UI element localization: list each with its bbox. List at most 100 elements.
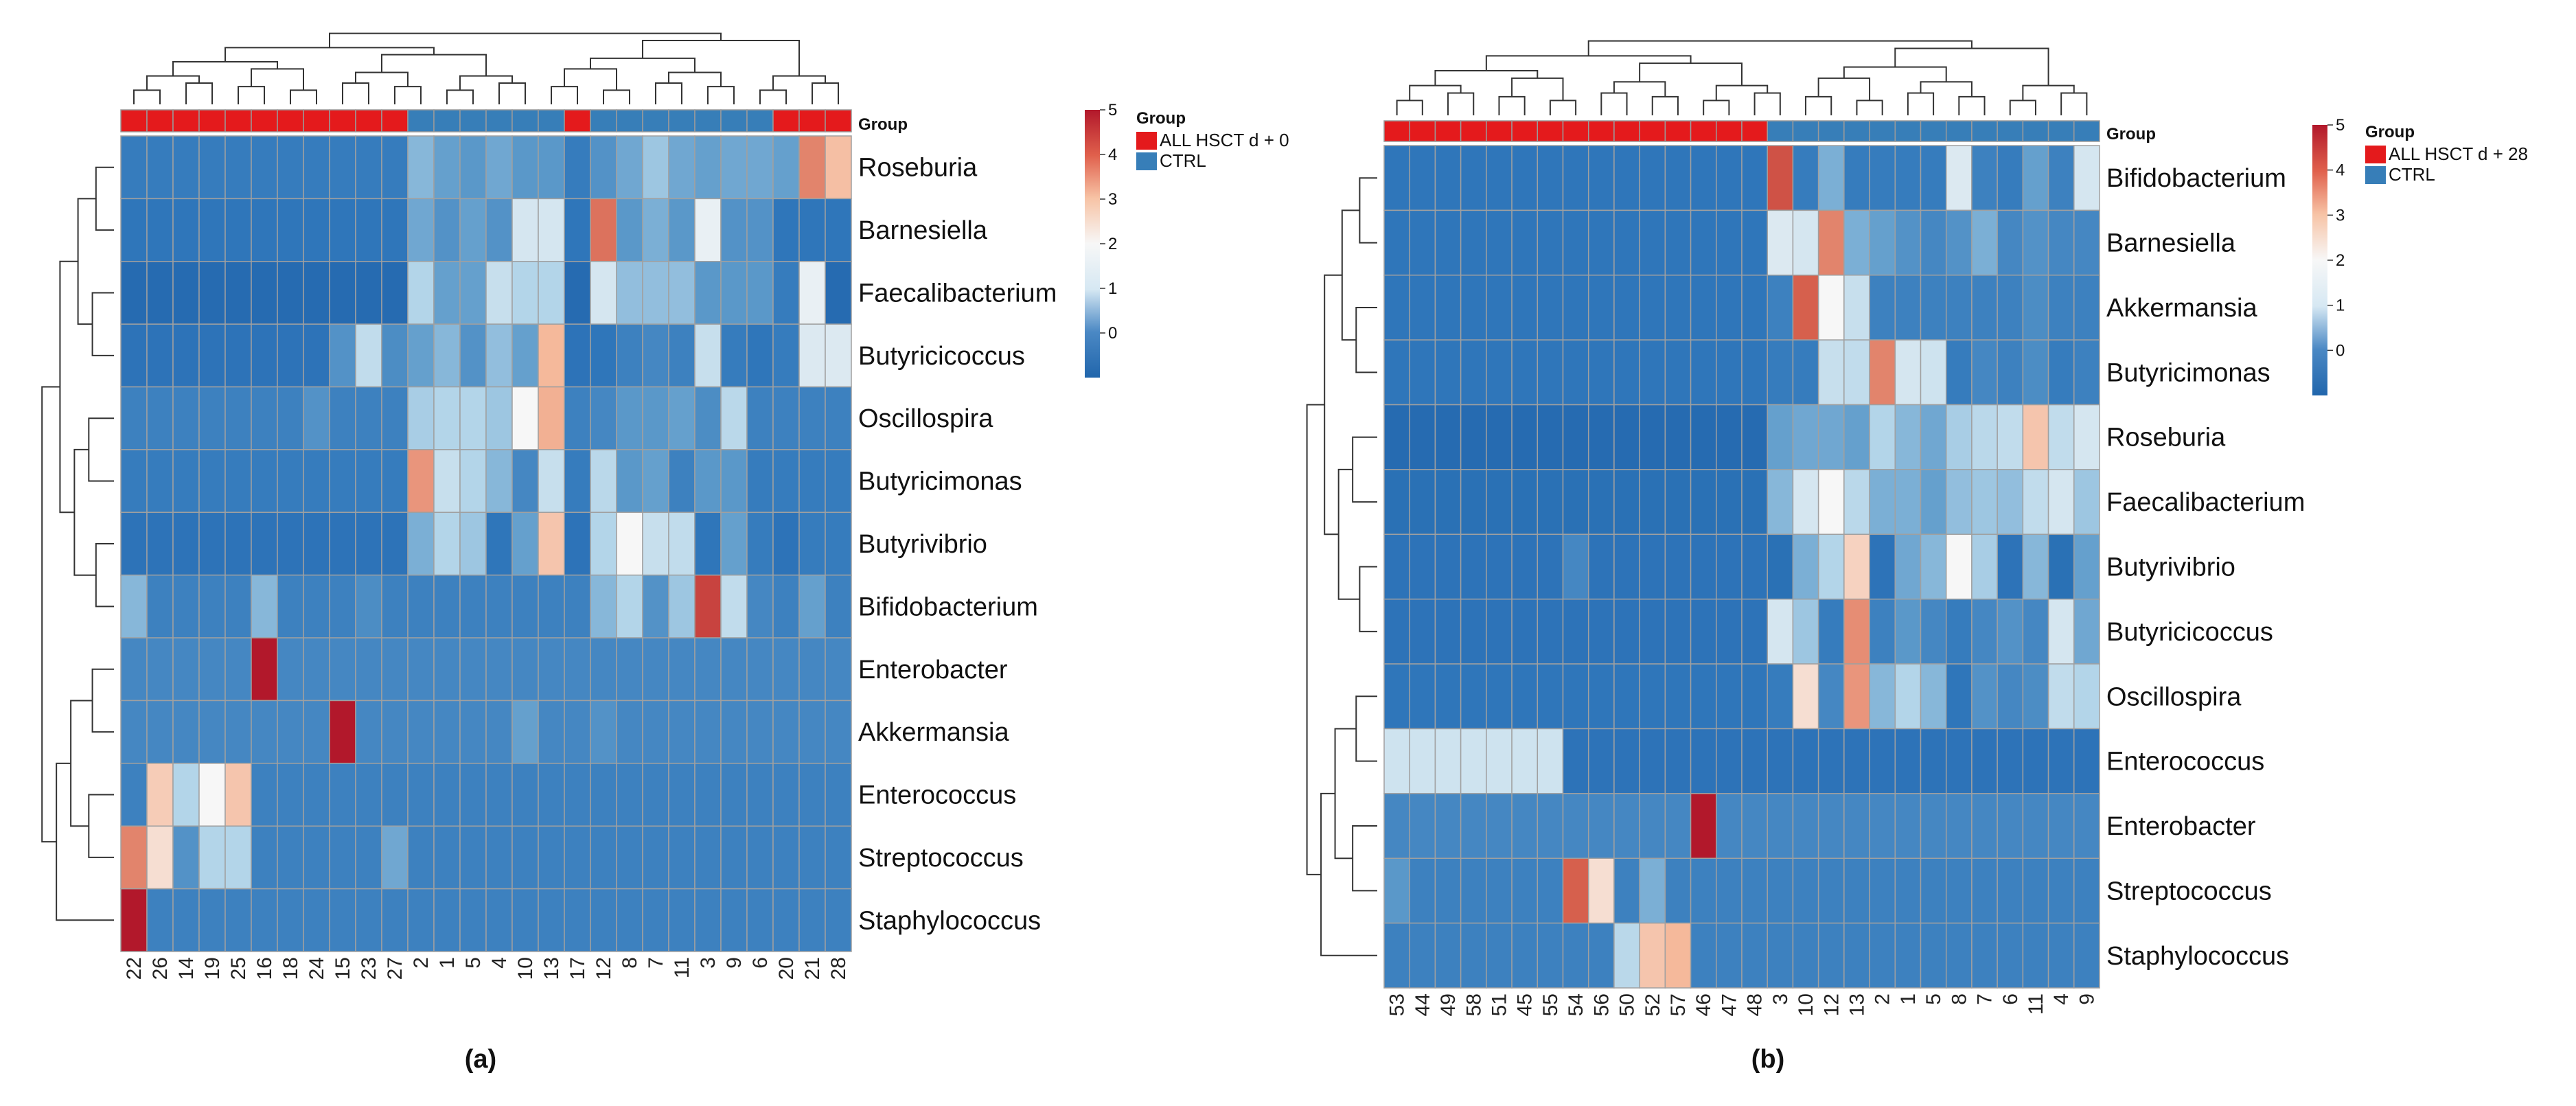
heatmap-cell [1434, 922, 1462, 989]
heatmap-cell [1945, 922, 1973, 989]
heatmap-cell [825, 700, 852, 764]
heatmap-cell [1741, 339, 1768, 406]
heatmap-cell [1562, 598, 1589, 665]
heatmap-cell [720, 763, 748, 827]
group-annotation-cell [485, 109, 513, 133]
heatmap-cell [1587, 275, 1615, 341]
heatmap-cell [1383, 533, 1410, 600]
heatmap-cell [251, 135, 278, 200]
heatmap-cell [225, 135, 252, 200]
column-label: 2 [1872, 993, 1894, 1005]
heatmap-cell [1383, 598, 1410, 665]
heatmap-cell [251, 888, 278, 952]
heatmap-cell [1792, 857, 1819, 924]
heatmap-cell [1792, 209, 1819, 276]
heatmap-cell [1639, 922, 1666, 989]
heatmap-cell [694, 888, 722, 952]
column-label: 21 [801, 957, 824, 980]
heatmap-cell [433, 449, 461, 514]
heatmap-cell [616, 261, 643, 325]
color-scale-bar [2312, 125, 2327, 395]
column-label: 17 [566, 957, 589, 980]
row-label: Oscillospira [2106, 682, 2242, 711]
heatmap-cell [459, 888, 487, 952]
heatmap-cell [1587, 404, 1615, 470]
column-label: 56 [1590, 993, 1613, 1016]
heatmap-cell [746, 637, 774, 702]
heatmap-cell [1741, 598, 1768, 665]
row-label: Butyricicoccus [858, 342, 1025, 371]
color-scale-tick-label: 4 [2336, 161, 2345, 180]
heatmap-cell [1537, 857, 1564, 924]
heatmap-cell [1945, 404, 1973, 470]
heatmap-cell [1716, 145, 1743, 211]
column-label: 53 [1386, 993, 1409, 1016]
color-scale-tick-label: 2 [1108, 235, 1117, 253]
heatmap-cell [1716, 793, 1743, 859]
heatmap-cell [1894, 404, 1922, 470]
heatmap-cell [1690, 857, 1717, 924]
heatmap-cell [642, 135, 669, 200]
heatmap-cell [825, 386, 852, 450]
heatmap-cell [1741, 209, 1768, 276]
heatmap-cell [433, 135, 461, 200]
heatmap-cell [1613, 728, 1640, 794]
heatmap-cell [355, 323, 382, 388]
group-annotation-cell [1971, 120, 1998, 142]
column-label: 11 [2025, 993, 2047, 1015]
heatmap-cell [772, 323, 800, 388]
heatmap-cell [1945, 469, 1973, 535]
heatmap-cell [2022, 339, 2049, 406]
heatmap-cell [433, 888, 461, 952]
heatmap-cell [120, 637, 148, 702]
heatmap-cell [1460, 728, 1487, 794]
heatmap-cell [2073, 275, 2100, 341]
row-dendrogram-branch [1320, 792, 1377, 956]
heatmap-cell [511, 135, 539, 200]
row-dendrogram-branch [56, 762, 114, 921]
heatmap-cell [1639, 728, 1666, 794]
heatmap-cell [1434, 533, 1462, 600]
heatmap-cell [198, 386, 226, 450]
column-label: 7 [1974, 993, 1997, 1005]
heatmap-cell [329, 888, 356, 952]
heatmap-cell [1639, 598, 1666, 665]
heatmap-cell [1639, 209, 1666, 276]
heatmap-cell [1486, 209, 1513, 276]
heatmap-cell [1741, 857, 1768, 924]
heatmap-cell [198, 511, 226, 576]
heatmap-cell [1894, 209, 1922, 276]
heatmap-cell [694, 574, 722, 638]
heatmap-cell [798, 574, 826, 638]
heatmap-cell [407, 511, 435, 576]
heatmap-cell [146, 700, 174, 764]
heatmap-cell [172, 511, 200, 576]
heatmap-cell [1511, 922, 1539, 989]
panel-caption: (b) [1751, 1045, 1785, 1074]
heatmap-cell [1690, 275, 1717, 341]
group-annotation-cell [1383, 120, 1410, 142]
group-annotation-cell [1843, 120, 1870, 142]
heatmap-cell [772, 386, 800, 450]
heatmap-cell [1869, 728, 1896, 794]
column-label: 20 [775, 957, 798, 980]
group-annotation-cell [303, 109, 330, 133]
heatmap-cell [1460, 598, 1487, 665]
column-label: 24 [306, 957, 328, 980]
heatmap-cell [1971, 339, 1998, 406]
heatmap-cell [146, 386, 174, 450]
heatmap-cell [1843, 857, 1870, 924]
heatmap-cell [1639, 404, 1666, 470]
heatmap-cell [198, 763, 226, 827]
heatmap-cell [616, 888, 643, 952]
heatmap-cell [407, 825, 435, 890]
heatmap-cell [1537, 663, 1564, 730]
group-annotation-cell [590, 109, 617, 133]
heatmap-cell [146, 825, 174, 890]
heatmap-cell [277, 386, 304, 450]
heatmap-cell [485, 261, 513, 325]
heatmap-cell [825, 825, 852, 890]
group-annotation-cell [798, 109, 826, 133]
heatmap-cell [1997, 145, 2024, 211]
heatmap-cell [825, 135, 852, 200]
